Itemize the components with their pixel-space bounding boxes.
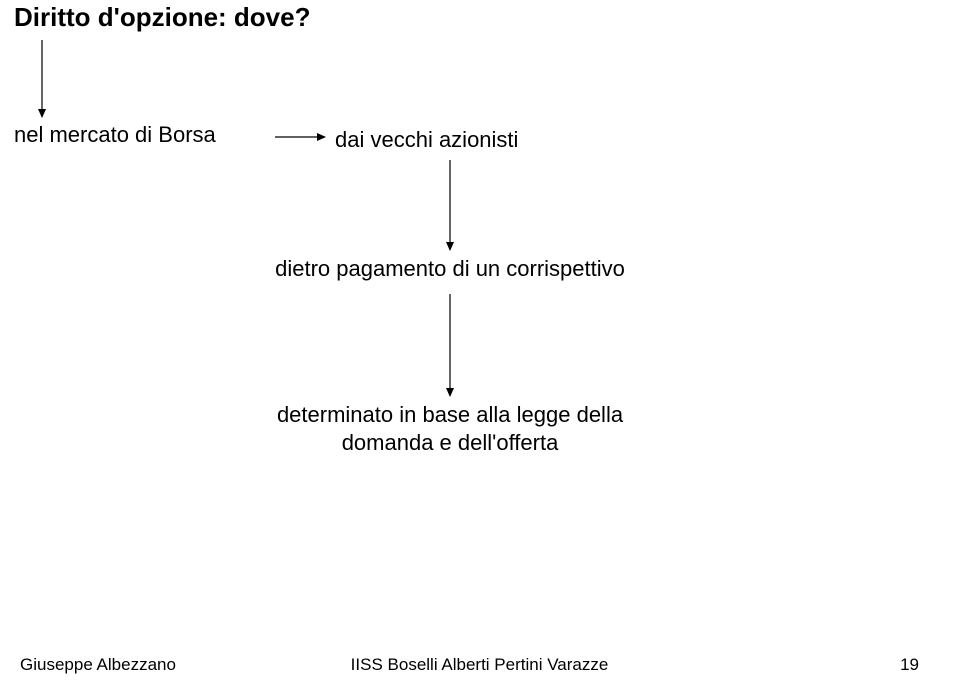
node-legge-domanda-offerta-line2: domanda e dell'offerta [342, 430, 559, 456]
footer-institution: IISS Boselli Alberti Pertini Varazze [351, 655, 609, 675]
node-vecchi-azionisti: dai vecchi azionisti [335, 127, 518, 153]
page-title: Diritto d'opzione: dove? [14, 2, 311, 33]
flowchart-edges [0, 0, 959, 687]
footer-page-number: 19 [900, 655, 919, 675]
node-pagamento-corrispettivo: dietro pagamento di un corrispettivo [275, 256, 625, 282]
footer-author: Giuseppe Albezzano [20, 655, 176, 675]
node-mercato-borsa: nel mercato di Borsa [14, 122, 216, 148]
node-legge-domanda-offerta-line1: determinato in base alla legge della [277, 402, 623, 428]
